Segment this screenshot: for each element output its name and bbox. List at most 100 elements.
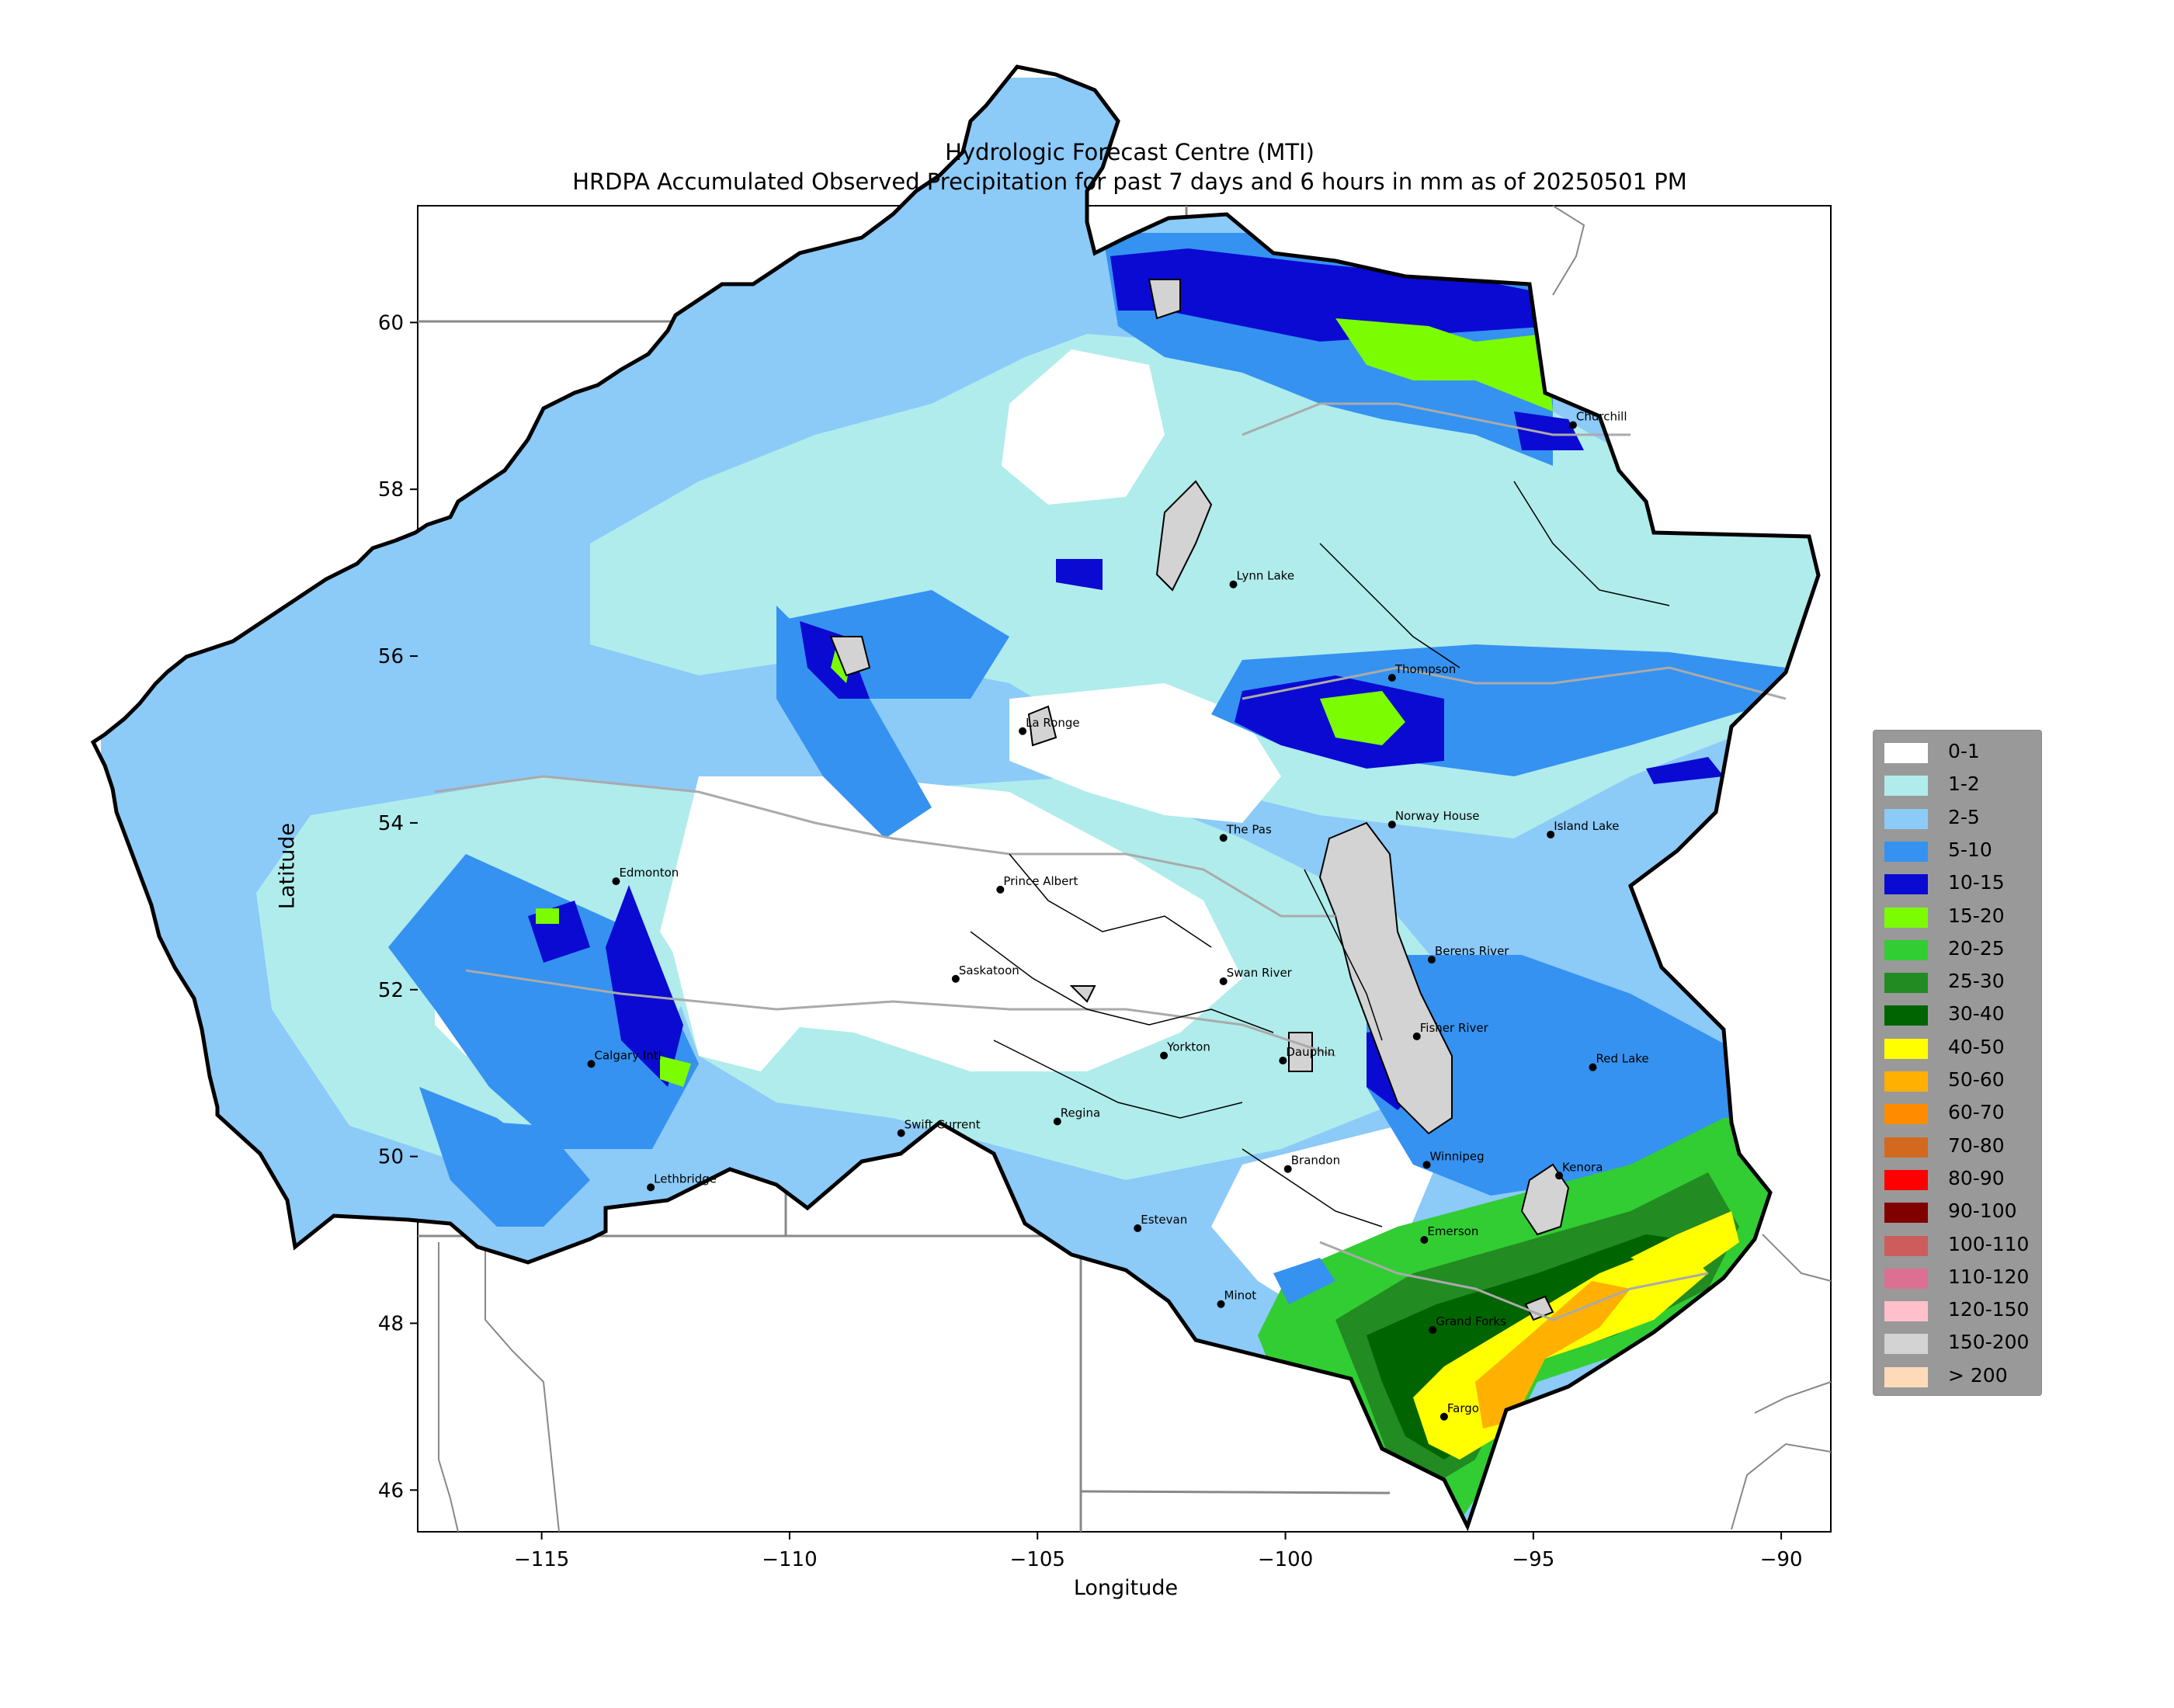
legend-swatch [1884,939,1928,960]
legend-swatch [1884,1005,1928,1026]
city-dot [1427,956,1436,964]
city-dot [1217,1300,1225,1308]
city-dot [1387,821,1396,829]
legend-label: > 200 [1948,1363,2008,1387]
legend-label: 110-120 [1948,1265,2030,1288]
city-label: Emerson [1427,1224,1478,1238]
x-tick-label: −90 [1760,1548,1803,1571]
legend-item: 15-20 [1884,903,2040,934]
legend-label: 40-50 [1948,1035,2005,1058]
legend-swatch [1884,874,1928,895]
city-label: Lynn Lake [1236,569,1294,583]
x-tick-label: −105 [1010,1548,1065,1571]
city-dot [1568,421,1577,429]
city-label: Prince Albert [1003,874,1078,888]
city-dot [1589,1063,1597,1071]
legend-item: 5-10 [1884,837,2040,868]
city-label: Edmonton [619,866,679,880]
city-dot [647,1183,655,1192]
legend-swatch [1884,776,1928,797]
city-dot [1134,1224,1142,1232]
legend-swatch [1884,1203,1928,1224]
legend-label: 120-150 [1948,1298,2030,1321]
legend-item: 90-100 [1884,1198,2040,1229]
legend: 0-1 1-2 2-5 5-10 10-15 15-20 20-25 25-30 30-40 40… [1873,730,2042,1396]
legend-swatch [1884,973,1928,994]
legend-item: 2-5 [1884,804,2040,835]
legend-label: 20-25 [1948,936,2005,960]
city-label: Thompson [1394,662,1456,676]
city-label: Fargo [1447,1401,1479,1415]
legend-label: 5-10 [1948,838,1992,861]
legend-swatch [1884,907,1928,928]
y-tick-label: 54 [378,812,404,835]
legend-item: 60-70 [1884,1099,2040,1130]
legend-label: 30-40 [1948,1002,2005,1026]
city-label: Red Lake [1596,1052,1648,1066]
y-tick-label: 52 [378,979,404,1002]
city-dot [1422,1161,1431,1169]
city-label: Lethbridge [654,1172,717,1186]
city-dot [1555,1172,1564,1180]
city-dot [1019,727,1027,735]
city-dot [1053,1117,1061,1126]
axis-ticks: −115 −110 −105 −100 −95 −90 46 48 50 52 54 56 58 60 [378,311,1803,1571]
legend-item: 100-110 [1884,1231,2040,1262]
legend-swatch [1884,1334,1928,1355]
city-dot [1160,1051,1169,1060]
legend-swatch [1884,1301,1928,1322]
legend-item: 120-150 [1884,1297,2040,1328]
legend-label: 15-20 [1948,904,2005,927]
city-dot [1219,834,1228,842]
city-dot [587,1060,596,1068]
x-axis-label: Longitude [1073,1576,1179,1600]
x-tick-label: −115 [514,1548,569,1571]
legend-item: 20-25 [1884,936,2040,967]
legend-item: 40-50 [1884,1034,2040,1065]
city-label: Calgary Intl [595,1048,662,1062]
city-dot [996,885,1005,894]
city-label: La Ronge [1026,716,1080,730]
city-dot [1412,1032,1421,1040]
y-tick-label: 58 [378,478,404,502]
legend-swatch [1884,1169,1928,1190]
legend-label: 60-70 [1948,1101,2005,1124]
city-label: Berens River [1435,944,1509,958]
legend-item: > 200 [1884,1363,2040,1394]
city-label: Yorkton [1166,1040,1210,1054]
legend-item: 0-1 [1884,738,2040,769]
legend-label: 80-90 [1948,1166,2005,1189]
legend-label: 1-2 [1948,772,1980,796]
legend-swatch [1884,1071,1928,1092]
lakes [829,279,1570,1321]
chart-subtitle: HRDPA Accumulated Observed Precipitation… [572,168,1687,195]
city-markers: Churchill Lynn Lake Thompson La Ronge The Pa… [587,410,1649,1421]
legend-label: 10-15 [1948,871,2005,894]
city-dot [1283,1165,1292,1173]
city-dot [951,974,960,983]
legend-item: 110-120 [1884,1264,2040,1295]
chart-title: Hydrologic Forecast Centre (MTI) [945,139,1314,165]
basin-outline [90,64,1821,1532]
legend-item: 80-90 [1884,1165,2040,1196]
legend-item: 50-60 [1884,1067,2040,1098]
city-label: Swift Current [905,1118,981,1132]
city-label: Norway House [1395,809,1480,823]
city-label: Kenora [1562,1160,1603,1174]
legend-label: 50-60 [1948,1068,2005,1091]
y-tick-label: 60 [378,311,404,335]
y-tick-label: 46 [378,1479,404,1502]
legend-label: 150-200 [1948,1331,2030,1354]
rivers [434,402,1787,1321]
legend-label: 0-1 [1948,740,1980,762]
city-label: Island Lake [1554,819,1619,833]
sub-basin-lines [970,481,1670,1227]
city-dot [1439,1412,1448,1421]
legend-swatch [1884,1268,1928,1289]
city-label: Swan River [1227,966,1293,980]
city-dot [1279,1057,1287,1065]
legend-item: 150-200 [1884,1329,2040,1360]
city-label: The Pas [1226,822,1272,836]
city-label: Winnipeg [1430,1149,1485,1163]
